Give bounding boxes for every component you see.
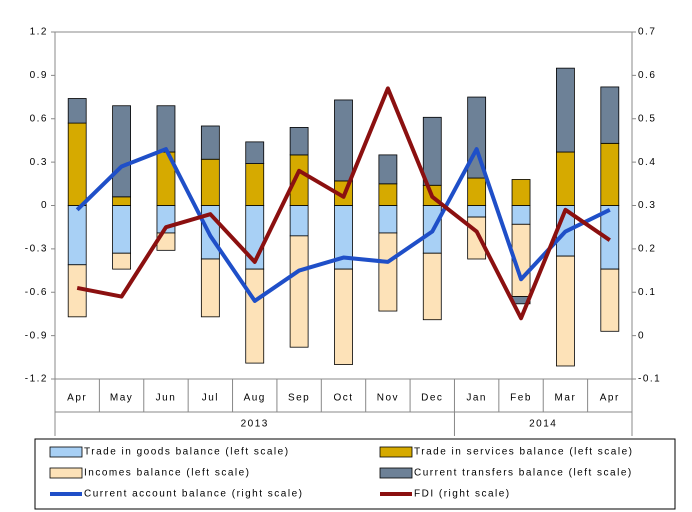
bar — [289, 127, 309, 156]
y-tick-label: 0 — [41, 200, 48, 211]
y2-tick-label: 0.4 — [638, 157, 656, 168]
x-tick-label: Oct — [333, 393, 353, 404]
bar — [112, 105, 131, 198]
legend-swatch — [49, 446, 83, 458]
x-tick-label: Apr — [67, 393, 87, 404]
bar — [467, 177, 487, 206]
y2-tick-label: 0.1 — [638, 287, 656, 298]
bar — [334, 99, 353, 182]
y2-tick-label: -0.1 — [638, 374, 661, 385]
legend-box — [34, 438, 676, 510]
bar — [245, 141, 265, 164]
bar — [467, 205, 487, 218]
x-tick-label: Mar — [555, 393, 577, 404]
bar — [245, 163, 265, 206]
bar — [511, 179, 531, 206]
bar — [378, 232, 398, 312]
x-tick-label: Apr — [600, 393, 620, 404]
x-tick-label: Dec — [421, 393, 443, 404]
bar — [200, 158, 220, 206]
bar — [112, 205, 131, 254]
y2-tick-label: 0.3 — [638, 200, 656, 211]
legend-label: Incomes balance (left scale) — [84, 468, 251, 479]
x-tick-label: Jul — [202, 393, 219, 404]
line — [75, 147, 611, 303]
bar — [67, 122, 87, 206]
y-tick-label: -0.3 — [25, 244, 48, 255]
y-tick-label: 1.2 — [30, 27, 48, 38]
legend-label: FDI (right scale) — [414, 489, 511, 500]
bar — [556, 151, 575, 206]
y2-tick-label: 0.5 — [638, 113, 656, 124]
x-tick-label: Feb — [510, 393, 532, 404]
legend-swatch — [379, 446, 413, 458]
bar — [289, 235, 309, 348]
x-group-label: 2014 — [529, 419, 557, 430]
bar — [112, 196, 131, 206]
bar — [600, 86, 620, 144]
legend-swatch — [379, 467, 413, 479]
bar — [378, 154, 398, 185]
bar — [422, 252, 442, 321]
bar — [67, 98, 87, 124]
y2-tick-label: 0 — [638, 330, 645, 341]
x-tick-label: May — [110, 393, 133, 404]
bar — [600, 142, 620, 206]
legend-label: Trade in services balance (left scale) — [414, 447, 633, 458]
bar — [200, 258, 220, 318]
bar — [422, 116, 442, 186]
bar — [200, 125, 220, 160]
bar — [378, 205, 398, 234]
legend-swatch — [49, 467, 83, 479]
x-tick-label: Jun — [156, 393, 177, 404]
x-tick-label: Nov — [377, 393, 399, 404]
y2-tick-label: 0.7 — [638, 27, 656, 38]
y-tick-label: -1.2 — [25, 374, 48, 385]
legend-label: Current account balance (right scale) — [84, 489, 303, 500]
bar — [112, 252, 131, 270]
bar — [467, 216, 487, 260]
x-tick-label: Aug — [244, 393, 266, 404]
bar — [289, 205, 309, 237]
legend-label: Trade in goods balance (left scale) — [84, 447, 290, 458]
bar — [511, 205, 531, 225]
bar — [556, 255, 575, 367]
x-tick-label: Sep — [288, 393, 310, 404]
bar — [245, 268, 265, 364]
bar — [334, 268, 353, 365]
bar — [67, 205, 87, 266]
bar — [378, 183, 398, 206]
bar — [556, 67, 575, 153]
y2-tick-label: 0.2 — [638, 244, 656, 255]
y-tick-label: 0.9 — [30, 70, 48, 81]
bar — [600, 268, 620, 332]
y-tick-label: -0.9 — [25, 330, 48, 341]
bar — [156, 105, 176, 153]
y-tick-label: 0.3 — [30, 157, 48, 168]
legend-label: Current transfers balance (left scale) — [414, 468, 633, 479]
line — [76, 86, 611, 321]
y2-tick-label: 0.6 — [638, 70, 656, 81]
y-tick-label: 0.6 — [30, 113, 48, 124]
x-tick-label: Jan — [466, 393, 487, 404]
x-group-label: 2013 — [241, 419, 269, 430]
y-tick-label: -0.6 — [25, 287, 48, 298]
